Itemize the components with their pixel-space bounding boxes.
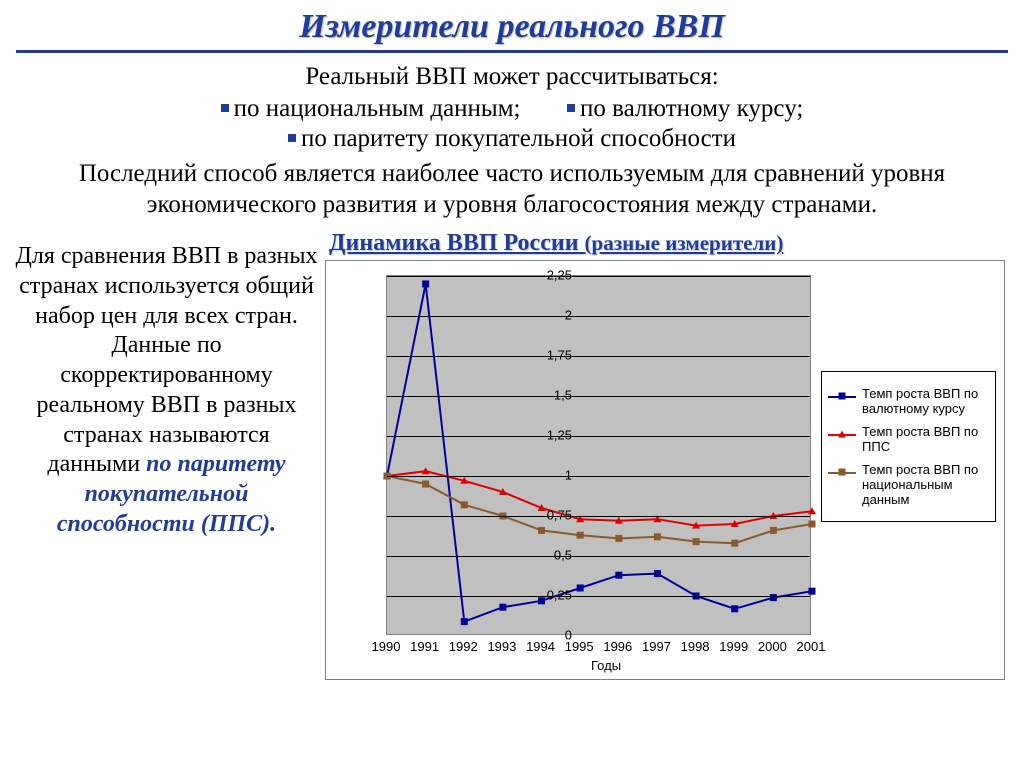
bullet-text-1: по национальным данным;	[234, 95, 521, 122]
chart-ytick: 0,25	[522, 588, 572, 603]
chart-xtick: 1992	[449, 639, 478, 654]
chart-marker	[615, 572, 622, 579]
chart-marker	[499, 604, 506, 611]
chart-marker	[809, 588, 816, 595]
chart-series-line	[387, 284, 812, 622]
bullet-icon	[221, 104, 229, 112]
chart-marker	[693, 538, 700, 545]
chart-marker	[422, 281, 429, 288]
chart-legend-label: Темп роста ВВП по национальным данным	[862, 462, 989, 507]
chart-ytick: 0,75	[522, 508, 572, 523]
chart-xtick: 1996	[603, 639, 632, 654]
title-divider	[16, 50, 1008, 53]
chart-marker	[731, 540, 738, 547]
chart-marker	[731, 605, 738, 612]
chart-gridline	[387, 436, 810, 437]
chart-xtick: 1990	[372, 639, 401, 654]
bullet-text-2: по валютному курсу;	[580, 95, 803, 122]
chart-plotarea	[386, 275, 811, 635]
chart-legend-item: Темп роста ВВП по ППС	[828, 424, 989, 454]
chart-legend: Темп роста ВВП по валютному курсу Темп ро…	[821, 371, 996, 522]
left-column-text: Для сравнения ВВП в разных странах испол…	[14, 230, 319, 680]
chart-ytick: 1,5	[522, 388, 572, 403]
chart-xtick: 1997	[642, 639, 671, 654]
chart-legend-swatch	[828, 389, 856, 403]
chart-xtick: 1999	[719, 639, 748, 654]
chart-gridline	[387, 316, 810, 317]
chart-ytick: 1	[522, 468, 572, 483]
chart-xtick: 2001	[797, 639, 826, 654]
chart-marker	[654, 533, 661, 540]
chart-marker	[809, 521, 816, 528]
chart-title-sub: (разные измерители)	[585, 231, 784, 255]
chart-marker	[538, 527, 545, 534]
chart-legend-swatch	[828, 465, 856, 479]
chart-marker	[461, 618, 468, 625]
chart-xtick: 1993	[487, 639, 516, 654]
chart-gridline	[387, 276, 810, 277]
bullets-row-2: по паритету покупательной способности	[14, 125, 1010, 153]
chart-ytick: 0,5	[522, 548, 572, 563]
chart-gridline	[387, 516, 810, 517]
chart-marker	[654, 570, 661, 577]
chart-xtick: 1998	[681, 639, 710, 654]
chart-marker	[577, 532, 584, 539]
chart-marker	[422, 481, 429, 488]
chart-xtick: 2000	[758, 639, 787, 654]
page-title: Измерители реального ВВП	[14, 8, 1010, 46]
left-text-pre: Для сравнения ВВП в разных странах испол…	[15, 243, 317, 477]
chart-xtick: 1995	[565, 639, 594, 654]
intro-text: Реальный ВВП может рассчитываться:	[14, 63, 1010, 91]
chart-gridline	[387, 356, 810, 357]
chart-legend-label: Темп роста ВВП по валютному курсу	[862, 386, 989, 416]
chart-xtick: 1994	[526, 639, 555, 654]
chart-ytick: 2,25	[522, 268, 572, 283]
chart-legend-item: Темп роста ВВП по национальным данным	[828, 462, 989, 507]
chart-ytick: 2	[522, 308, 572, 323]
chart-marker	[770, 527, 777, 534]
chart-legend-item: Темп роста ВВП по валютному курсу	[828, 386, 989, 416]
chart-marker	[615, 535, 622, 542]
bullet-text-3: по паритету покупательной способности	[301, 125, 736, 152]
chart-xlabel: Годы	[591, 658, 621, 673]
chart-title: Динамика ВВП России (разные измерители)	[325, 230, 1010, 257]
chart-gridline	[387, 596, 810, 597]
chart-ytick: 1,75	[522, 348, 572, 363]
bullets-row-1: по национальным данным; по валютному кур…	[14, 95, 1010, 123]
chart-container: 00,250,50,7511,251,51,7522,25 1990199119…	[325, 260, 1005, 680]
bullet-icon	[288, 134, 296, 142]
chart-gridline	[387, 476, 810, 477]
chart-marker	[461, 501, 468, 508]
bullet-icon	[567, 104, 575, 112]
chart-title-main: Динамика ВВП России	[329, 230, 585, 256]
chart-legend-label: Темп роста ВВП по ППС	[862, 424, 989, 454]
chart-svg	[387, 276, 810, 634]
chart-ytick: 1,25	[522, 428, 572, 443]
chart-marker	[577, 585, 584, 592]
chart-legend-swatch	[828, 427, 856, 441]
paragraph: Последний способ является наиболее часто…	[42, 159, 982, 220]
chart-gridline	[387, 396, 810, 397]
chart-xtick: 1991	[410, 639, 439, 654]
chart-gridline	[387, 556, 810, 557]
